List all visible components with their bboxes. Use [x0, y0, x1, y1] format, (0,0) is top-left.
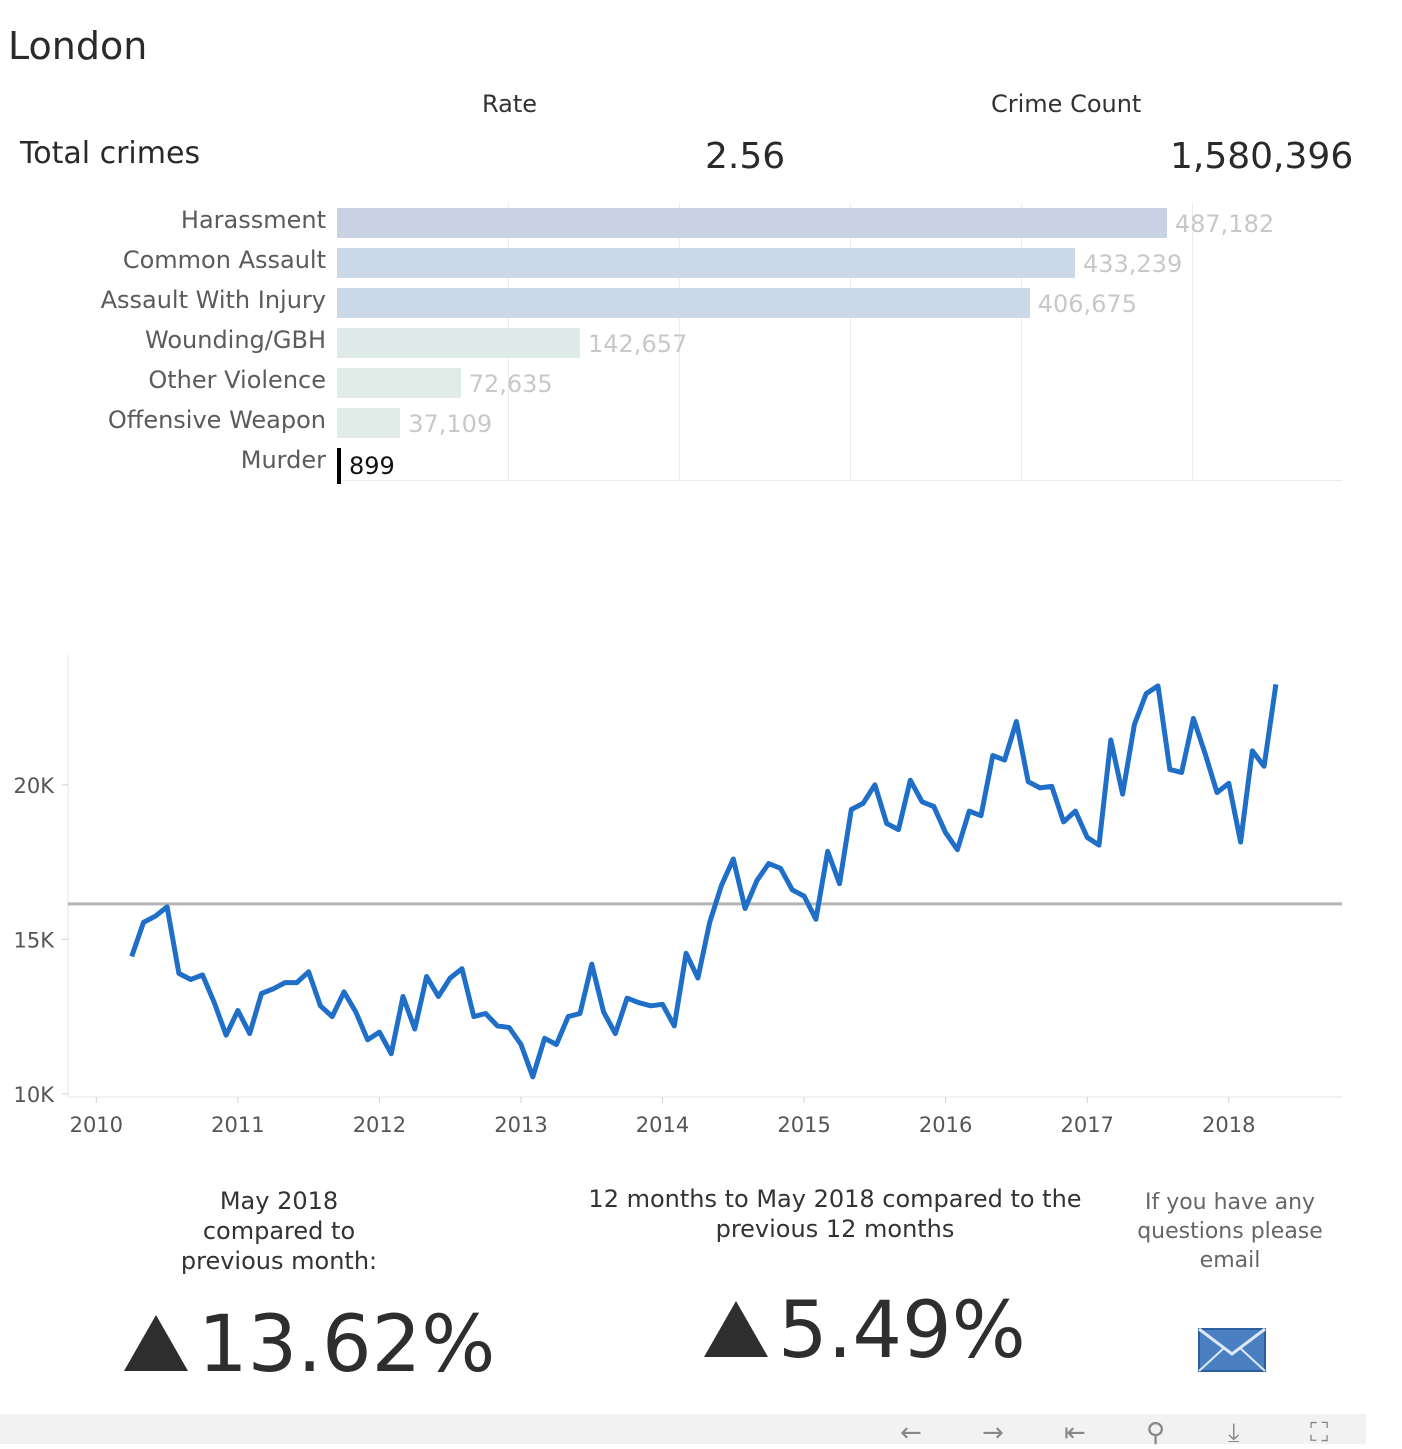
bar-value-label: 487,182 — [1174, 210, 1275, 238]
year-heading-line: 12 months to May 2018 compared to the — [588, 1185, 1082, 1213]
bar-gridline — [850, 203, 851, 481]
month-change-kpi: 13.62% — [124, 1300, 495, 1390]
y-tick-label: 10K — [14, 1083, 56, 1107]
email-note-line: email — [1199, 1248, 1261, 1273]
monthly-crime-line-chart: 10K 15K 20K 2010 2011 2012 2013 2014 2015 2016 201… — [14, 655, 1342, 1137]
bar-baseline — [337, 480, 1342, 481]
undo-icon[interactable]: ← — [900, 1418, 922, 1448]
email-note-line: questions please — [1137, 1219, 1323, 1244]
bar-murder[interactable] — [337, 448, 341, 484]
x-tick-label: 2017 — [1060, 1113, 1113, 1137]
x-tick-label: 2015 — [777, 1113, 830, 1137]
month-change-value: 13.62% — [198, 1300, 496, 1390]
email-note: If you have any questions please email — [1120, 1188, 1340, 1275]
share-icon[interactable]: ⚲ — [1146, 1418, 1166, 1448]
bar-harassment[interactable] — [337, 208, 1167, 238]
redo-icon[interactable]: → — [982, 1418, 1004, 1448]
rate-header: Rate — [482, 90, 538, 118]
fullscreen-icon[interactable]: ⛶ — [1310, 1418, 1329, 1448]
monthly-crime-series-line — [129, 683, 1279, 1080]
y-tick-label: 20K — [14, 774, 56, 798]
x-tick-label: 2014 — [636, 1113, 689, 1137]
y-tick-label: 15K — [14, 928, 56, 952]
increase-triangle-icon — [704, 1301, 768, 1357]
revert-icon[interactable]: ⇤ — [1064, 1418, 1086, 1448]
bar-wounding-gbh[interactable] — [337, 328, 580, 358]
year-change-kpi: 5.49% — [704, 1286, 1026, 1376]
download-icon[interactable]: ⤓ — [1228, 1418, 1240, 1448]
bar-value-label: 37,109 — [408, 410, 493, 438]
email-envelope-icon[interactable] — [1198, 1328, 1266, 1372]
bar-other-violence[interactable] — [337, 368, 461, 398]
x-tick-label: 2018 — [1202, 1113, 1255, 1137]
bar-value-label: 433,239 — [1082, 250, 1183, 278]
month-comparison-heading: May 2018 compared to previous month: — [140, 1186, 418, 1276]
bar-gridline — [1192, 203, 1193, 481]
bar-category-label: Harassment — [180, 206, 326, 234]
x-tick-label: 2016 — [919, 1113, 972, 1137]
bar-value-label: 899 — [349, 452, 395, 480]
x-tick-label: 2010 — [70, 1113, 123, 1137]
month-heading-line: previous month: — [180, 1247, 378, 1275]
year-heading-line: previous 12 months — [715, 1215, 955, 1243]
bar-category-label: Assault With Injury — [100, 286, 326, 314]
year-comparison-heading: 12 months to May 2018 compared to the pr… — [570, 1184, 1100, 1244]
bar-category-label: Murder — [240, 446, 326, 474]
bar-gridline — [1021, 203, 1022, 481]
bar-offensive-weapon[interactable] — [337, 408, 401, 438]
bar-gridline — [679, 203, 680, 481]
x-tick-label: 2012 — [353, 1113, 406, 1137]
total-count-value: 1,580,396 — [1170, 136, 1354, 177]
bar-common-assault[interactable] — [337, 248, 1075, 278]
bar-category-label: Common Assault — [122, 246, 326, 274]
crime-count-header: Crime Count — [991, 90, 1142, 118]
x-tick-label: 2013 — [494, 1113, 547, 1137]
total-rate-value: 2.56 — [705, 136, 786, 177]
email-note-line: If you have any — [1144, 1190, 1316, 1215]
bar-category-label: Other Violence — [148, 366, 326, 394]
month-heading-line: compared to — [202, 1217, 356, 1245]
bar-value-label: 72,635 — [468, 370, 553, 398]
region-title: London — [8, 24, 148, 68]
bar-assault-with-injury[interactable] — [337, 288, 1030, 318]
month-heading-line: May 2018 — [219, 1187, 339, 1215]
toolbar — [0, 1414, 1366, 1444]
increase-triangle-icon — [124, 1315, 188, 1371]
bar-category-label: Offensive Weapon — [107, 406, 326, 434]
bar-value-label: 142,657 — [588, 330, 688, 358]
total-crimes-label: Total crimes — [20, 136, 201, 171]
x-tick-label: 2011 — [211, 1113, 264, 1137]
year-change-value: 5.49% — [778, 1286, 1026, 1376]
bar-value-label: 406,675 — [1037, 290, 1137, 318]
bar-category-label: Wounding/GBH — [145, 326, 326, 354]
